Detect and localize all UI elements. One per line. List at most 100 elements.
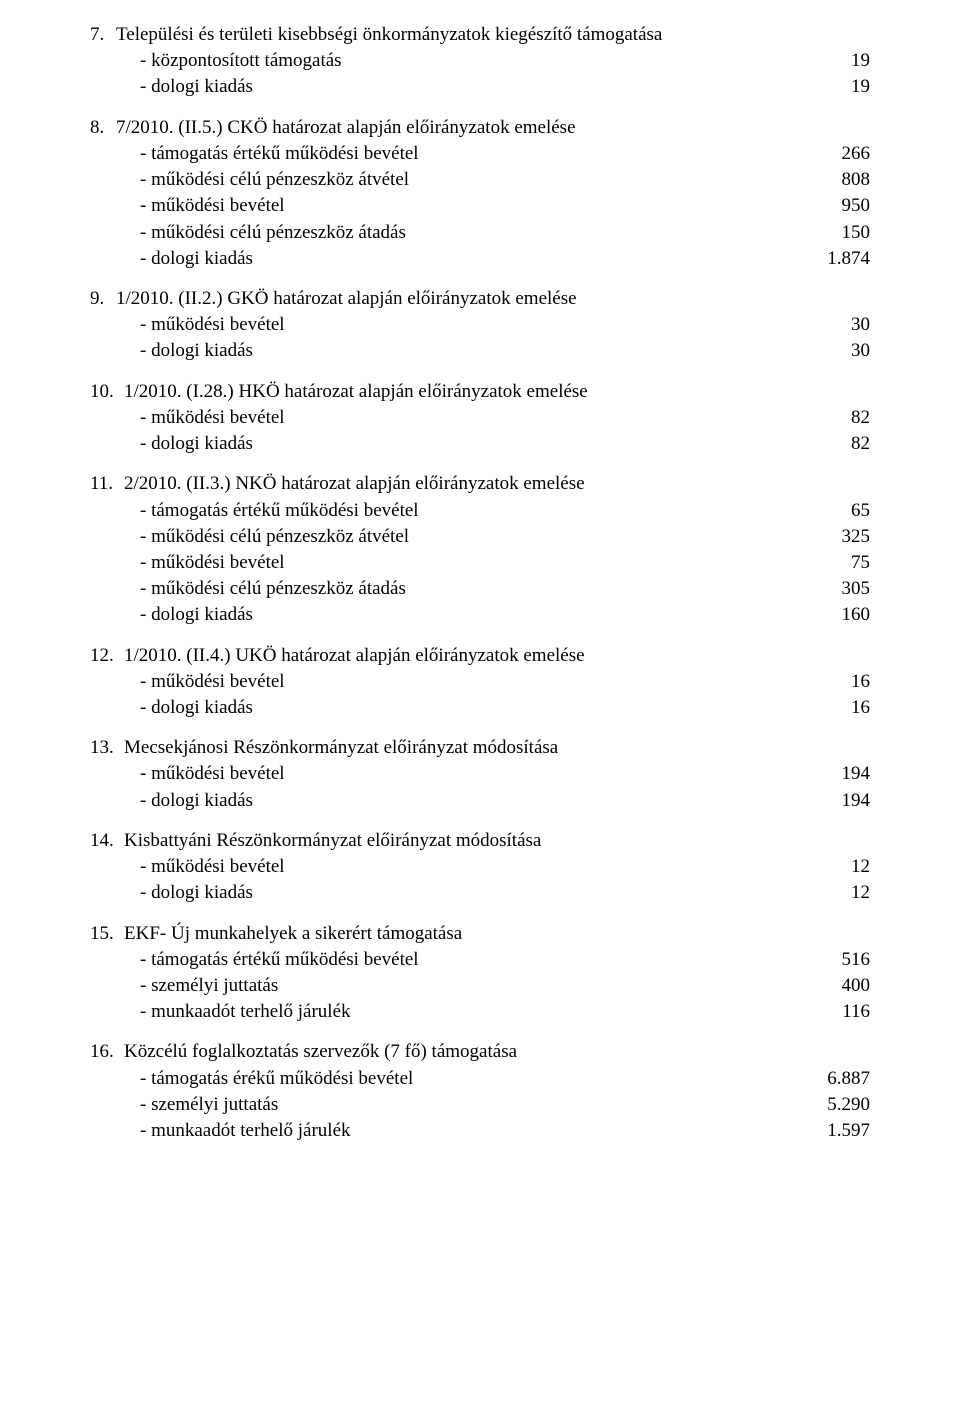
item-line: - támogatás érékű működési bevétel6.887 — [90, 1066, 870, 1092]
line-label: - dologi kiadás — [140, 246, 790, 272]
item-title: 1/2010. (II.2.) GKÖ határozat alapján el… — [116, 286, 870, 312]
item-title-row: 9.1/2010. (II.2.) GKÖ határozat alapján … — [90, 286, 870, 312]
item-line: - támogatás értékű működési bevétel266 — [90, 141, 870, 167]
line-label: - működési bevétel — [140, 550, 790, 576]
line-value: 82 — [790, 405, 870, 431]
list-item: 15.EKF- Új munkahelyek a sikerért támoga… — [90, 921, 870, 1026]
item-line: - munkaadót terhelő járulék1.597 — [90, 1118, 870, 1144]
line-label: - munkaadót terhelő járulék — [140, 1118, 790, 1144]
line-value: 194 — [790, 761, 870, 787]
line-value: 30 — [790, 312, 870, 338]
line-label: - támogatás értékű működési bevétel — [140, 141, 790, 167]
item-title: EKF- Új munkahelyek a sikerért támogatás… — [124, 921, 870, 947]
item-title-row: 8.7/2010. (II.5.) CKÖ határozat alapján … — [90, 115, 870, 141]
item-line: - dologi kiadás12 — [90, 880, 870, 906]
line-label: - működési célú pénzeszköz átvétel — [140, 167, 790, 193]
item-number: 9. — [90, 286, 116, 312]
line-value: 1.597 — [790, 1118, 870, 1144]
line-label: - támogatás érékű működési bevétel — [140, 1066, 790, 1092]
line-value: 19 — [790, 48, 870, 74]
line-label: - támogatás értékű működési bevétel — [140, 947, 790, 973]
line-value: 30 — [790, 338, 870, 364]
item-title-row: 16.Közcélú foglalkoztatás szervezők (7 f… — [90, 1039, 870, 1065]
line-value: 266 — [790, 141, 870, 167]
line-value: 16 — [790, 695, 870, 721]
item-line: - működési célú pénzeszköz átvétel325 — [90, 524, 870, 550]
item-line: - központosított támogatás19 — [90, 48, 870, 74]
item-title: Kisbattyáni Részönkormányzat előirányzat… — [124, 828, 870, 854]
line-value: 65 — [790, 498, 870, 524]
item-title: 1/2010. (I.28.) HKÖ határozat alapján el… — [124, 379, 870, 405]
item-line: - működési bevétel75 — [90, 550, 870, 576]
line-label: - központosított támogatás — [140, 48, 790, 74]
line-label: - dologi kiadás — [140, 74, 790, 100]
list-item: 8.7/2010. (II.5.) CKÖ határozat alapján … — [90, 115, 870, 272]
line-value: 82 — [790, 431, 870, 457]
item-title: 1/2010. (II.4.) UKÖ határozat alapján el… — [124, 643, 870, 669]
line-label: - működési célú pénzeszköz átadás — [140, 220, 790, 246]
item-title-row: 12.1/2010. (II.4.) UKÖ határozat alapján… — [90, 643, 870, 669]
line-value: 194 — [790, 788, 870, 814]
item-line: - munkaadót terhelő járulék116 — [90, 999, 870, 1025]
item-number: 12. — [90, 643, 124, 669]
line-label: - működési bevétel — [140, 312, 790, 338]
list-item: 13.Mecsekjánosi Részönkormányzat előirán… — [90, 735, 870, 814]
item-number: 16. — [90, 1039, 124, 1065]
item-line: - működési bevétel12 — [90, 854, 870, 880]
line-value: 6.887 — [790, 1066, 870, 1092]
line-label: - támogatás értékű működési bevétel — [140, 498, 790, 524]
item-title-row: 14.Kisbattyáni Részönkormányzat előirány… — [90, 828, 870, 854]
line-label: - működési bevétel — [140, 854, 790, 880]
item-title: Közcélú foglalkoztatás szervezők (7 fő) … — [124, 1039, 870, 1065]
item-line: - dologi kiadás82 — [90, 431, 870, 457]
item-line: - működési bevétel16 — [90, 669, 870, 695]
line-value: 116 — [790, 999, 870, 1025]
item-title: Mecsekjánosi Részönkormányzat előirányza… — [124, 735, 870, 761]
page-content: 7.Települési és területi kisebbségi önko… — [0, 0, 960, 1198]
item-number: 15. — [90, 921, 124, 947]
item-number: 7. — [90, 22, 116, 48]
line-label: - munkaadót terhelő járulék — [140, 999, 790, 1025]
item-number: 13. — [90, 735, 124, 761]
item-number: 8. — [90, 115, 116, 141]
item-number: 14. — [90, 828, 124, 854]
item-title-row: 11.2/2010. (II.3.) NKÖ határozat alapján… — [90, 471, 870, 497]
item-line: - támogatás értékű működési bevétel65 — [90, 498, 870, 524]
list-item: 16.Közcélú foglalkoztatás szervezők (7 f… — [90, 1039, 870, 1144]
list-item: 10.1/2010. (I.28.) HKÖ határozat alapján… — [90, 379, 870, 458]
item-line: - támogatás értékű működési bevétel516 — [90, 947, 870, 973]
item-line: - dologi kiadás30 — [90, 338, 870, 364]
line-value: 16 — [790, 669, 870, 695]
item-line: - működési bevétel194 — [90, 761, 870, 787]
line-value: 516 — [790, 947, 870, 973]
line-label: - dologi kiadás — [140, 338, 790, 364]
item-title: 2/2010. (II.3.) NKÖ határozat alapján el… — [124, 471, 870, 497]
line-label: - működési bevétel — [140, 193, 790, 219]
item-number: 10. — [90, 379, 124, 405]
list-item: 9.1/2010. (II.2.) GKÖ határozat alapján … — [90, 286, 870, 365]
line-value: 325 — [790, 524, 870, 550]
line-value: 12 — [790, 854, 870, 880]
line-label: - dologi kiadás — [140, 431, 790, 457]
line-label: - működési bevétel — [140, 669, 790, 695]
item-number: 11. — [90, 471, 124, 497]
line-label: - dologi kiadás — [140, 788, 790, 814]
item-line: - működési bevétel950 — [90, 193, 870, 219]
item-line: - dologi kiadás1.874 — [90, 246, 870, 272]
list-item: 12.1/2010. (II.4.) UKÖ határozat alapján… — [90, 643, 870, 722]
line-value: 19 — [790, 74, 870, 100]
line-value: 75 — [790, 550, 870, 576]
item-line: - működési bevétel82 — [90, 405, 870, 431]
line-value: 808 — [790, 167, 870, 193]
item-line: - működési bevétel30 — [90, 312, 870, 338]
item-line: - dologi kiadás16 — [90, 695, 870, 721]
item-title-row: 7.Települési és területi kisebbségi önko… — [90, 22, 870, 48]
item-title-row: 13.Mecsekjánosi Részönkormányzat előirán… — [90, 735, 870, 761]
item-line: - dologi kiadás19 — [90, 74, 870, 100]
item-line: - működési célú pénzeszköz átadás150 — [90, 220, 870, 246]
item-line: - személyi juttatás400 — [90, 973, 870, 999]
item-line: - dologi kiadás194 — [90, 788, 870, 814]
line-label: - dologi kiadás — [140, 695, 790, 721]
item-line: - működési célú pénzeszköz átvétel808 — [90, 167, 870, 193]
line-value: 160 — [790, 602, 870, 628]
